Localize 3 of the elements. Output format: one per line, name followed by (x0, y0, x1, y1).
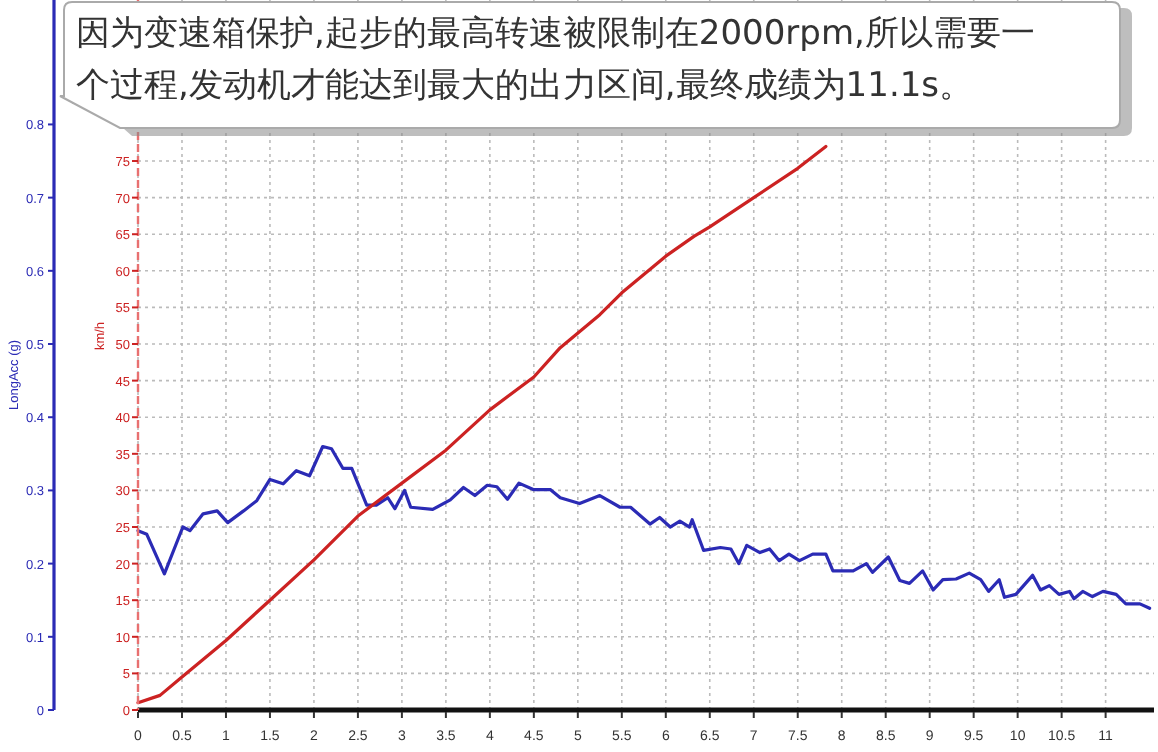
line-series (136, 144, 828, 705)
annotation: 因为变速箱保护,起步的最高转速被限制在2000rpm,所以需要一个过程,发动机才能达到最大的出力区间,最终成绩为11.1s。 (76, 12, 1037, 110)
line-series (136, 444, 1152, 610)
